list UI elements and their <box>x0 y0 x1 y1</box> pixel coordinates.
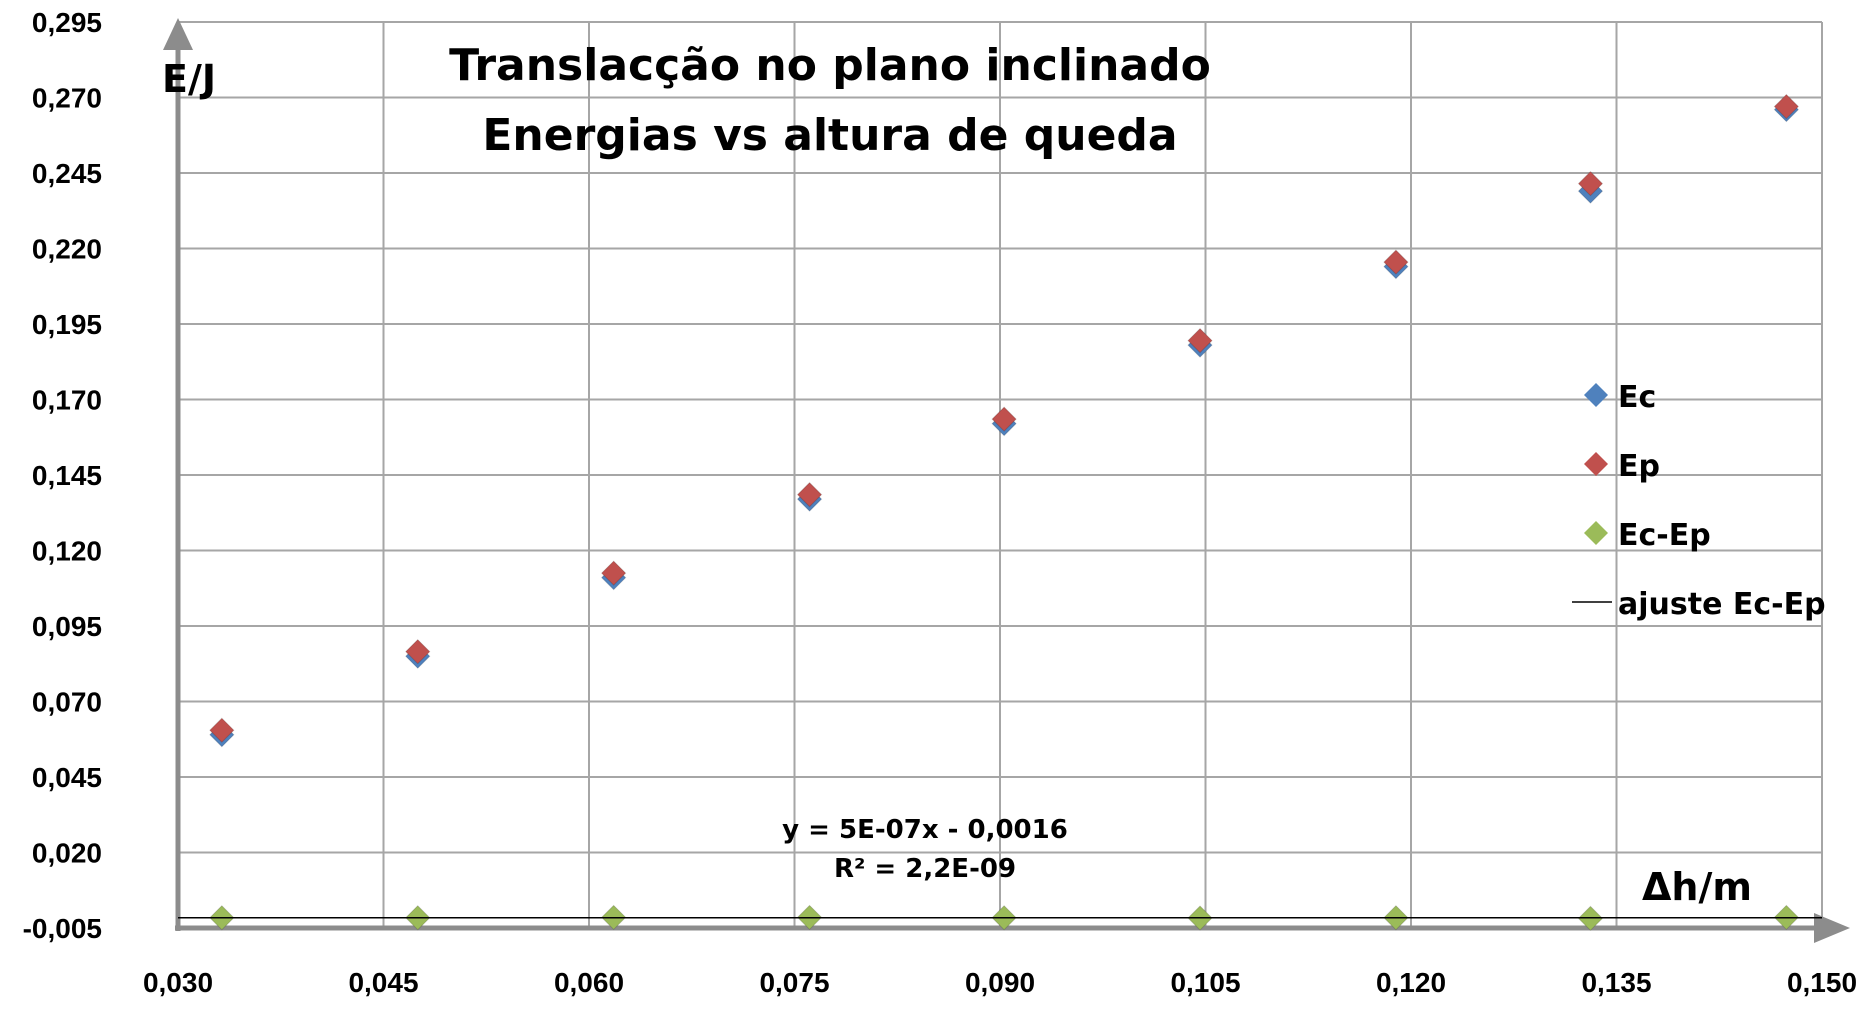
y-tick-label: 0,145 <box>32 460 102 491</box>
y-tick-label: 0,020 <box>32 838 102 869</box>
series-ep-point <box>1187 327 1213 354</box>
y-tick-label: 0,295 <box>32 7 102 38</box>
series-ep-point <box>1383 249 1409 275</box>
y-tick-label: 0,170 <box>32 385 102 416</box>
legend-label-ec-ep: Ec-Ep <box>1618 518 1711 553</box>
data-marks <box>178 93 1822 932</box>
series-ep-point <box>209 717 235 743</box>
y-tick-label: 0,045 <box>32 762 102 793</box>
legend-label-ec: Ec <box>1618 380 1656 415</box>
legend: Ec Ep Ec-Ep ajuste Ec-Ep <box>1572 380 1826 622</box>
y-axis-arrow <box>163 18 193 50</box>
x-tick-label: 0,030 <box>143 967 213 998</box>
series-ep-point <box>991 406 1017 432</box>
x-tick-label: 0,120 <box>1376 967 1446 998</box>
axes <box>163 18 1850 943</box>
series-ep-point <box>1773 93 1800 120</box>
y-tick-label: 0,120 <box>32 536 102 567</box>
legend-key-ec <box>1584 383 1608 407</box>
y-tick-label: 0,220 <box>32 234 102 265</box>
x-tick-label: 0,090 <box>965 967 1035 998</box>
series-ep-point <box>1577 170 1604 197</box>
chart-title-line-2: Energias vs altura de queda <box>482 110 1177 161</box>
legend-label-ep: Ep <box>1618 449 1660 484</box>
legend-key-ep <box>1584 452 1608 476</box>
x-tick-label: 0,060 <box>554 967 624 998</box>
x-tick-label: 0,150 <box>1787 967 1857 998</box>
y-axis-label: E/J <box>162 57 216 101</box>
x-axis-label: Δh/m <box>1642 865 1752 909</box>
tick-labels: -0,005 0,020 0,045 0,070 0,095 0,120 0,145 0,17… <box>23 7 1857 998</box>
y-tick-label: 0,195 <box>32 309 102 340</box>
legend-key-ec-ep <box>1584 521 1608 545</box>
series-ep-point <box>405 638 431 665</box>
series-ep-point <box>600 560 627 586</box>
x-tick-label: 0,045 <box>348 967 418 998</box>
y-tick-label: 0,270 <box>32 83 102 114</box>
y-tick-label: 0,095 <box>32 611 102 642</box>
x-tick-label: 0,105 <box>1170 967 1240 998</box>
y-tick-label: -0,005 <box>23 913 102 944</box>
legend-label-ajuste-ec-ep: ajuste Ec-Ep <box>1618 587 1826 622</box>
series-ep-point <box>796 481 823 508</box>
y-tick-label: 0,070 <box>32 687 102 718</box>
x-tick-label: 0,075 <box>759 967 829 998</box>
trendline-r-squared: R² = 2,2E-09 <box>834 854 1016 884</box>
x-axis-arrow <box>1814 913 1850 943</box>
y-tick-label: 0,245 <box>32 158 102 189</box>
chart-title-line-1: Translacção no plano inclinado <box>449 40 1211 91</box>
x-tick-label: 0,135 <box>1581 967 1651 998</box>
trendline-equation: y = 5E-07x - 0,0016 <box>782 815 1068 845</box>
